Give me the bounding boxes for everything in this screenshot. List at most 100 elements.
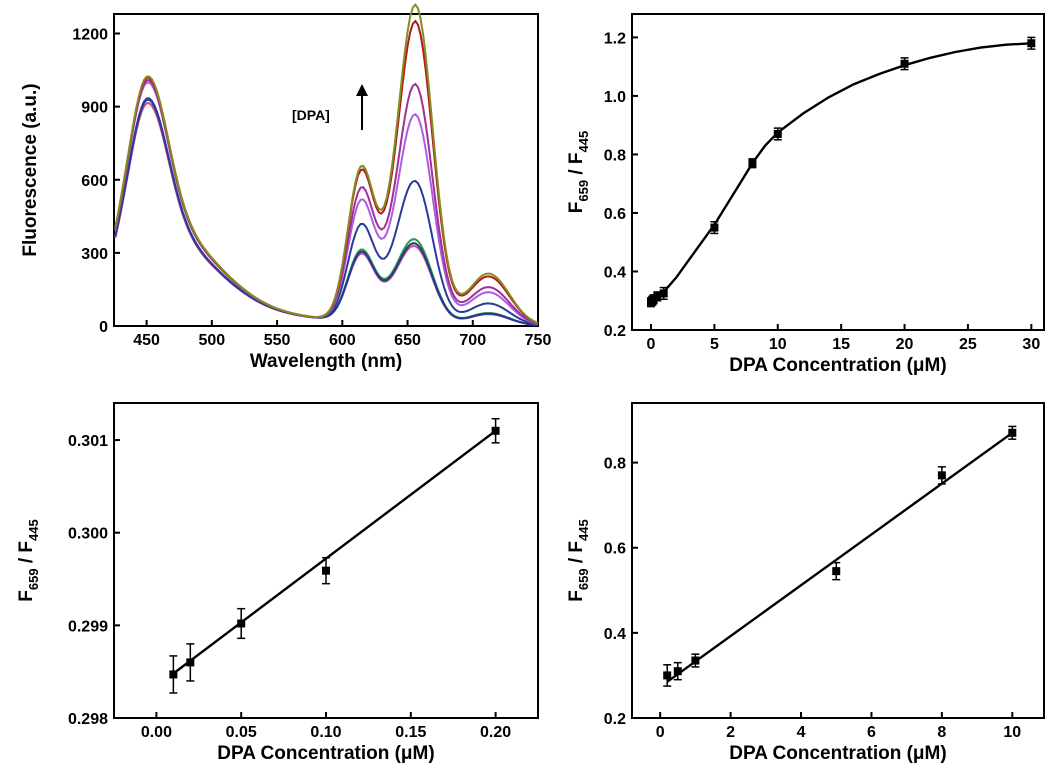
y-tick-label: 900	[81, 100, 108, 117]
spectrum-line	[114, 98, 539, 326]
data-point	[748, 159, 757, 168]
data-point	[1027, 39, 1036, 48]
y-axis-label-part: / F	[16, 541, 37, 568]
data-point	[237, 619, 246, 628]
x-axis-label: DPA Concentration (μM)	[729, 355, 946, 376]
y-tick-label: 1.2	[604, 30, 626, 47]
y-axis-label-subscript: 445	[576, 519, 591, 541]
y-tick-label: 0.298	[68, 711, 108, 728]
data-point	[491, 426, 500, 435]
x-tick-label: 550	[264, 332, 291, 349]
y-tick-label: 0.8	[604, 147, 626, 164]
spectrum-line	[114, 97, 538, 326]
data-point	[186, 658, 195, 667]
y-tick-label: 0	[99, 319, 108, 336]
data-point	[322, 566, 330, 575]
data-point	[663, 671, 672, 680]
y-axis-label-part: / F	[566, 541, 587, 568]
x-tick-label: 0	[647, 336, 656, 353]
y-axis-label-subscript: 445	[576, 131, 591, 153]
x-axis-label: Wavelength (nm)	[250, 351, 402, 372]
data-point	[937, 471, 946, 480]
spectrum-line	[114, 19, 539, 324]
plot-frame	[631, 13, 1045, 331]
x-tick-label: 500	[198, 332, 225, 349]
y-tick-label: 0.6	[604, 206, 626, 223]
y-tick-label: 0.4	[604, 626, 626, 643]
data-point	[1008, 428, 1017, 437]
y-axis-label-part: F	[16, 590, 37, 602]
y-tick-label: 0.301	[68, 433, 108, 450]
x-tick-label: 700	[459, 332, 486, 349]
x-tick-label: 750	[525, 332, 552, 349]
increase-arrow-head	[356, 84, 368, 96]
data-point	[900, 59, 909, 68]
y-tick-label: 600	[81, 173, 108, 190]
fit-line	[172, 429, 497, 675]
y-axis-label-part: F	[566, 202, 587, 214]
x-tick-label: 25	[959, 336, 977, 353]
data-point	[673, 667, 682, 676]
x-axis-label: DPA Concentration (μM)	[217, 743, 434, 764]
y-tick-label: 300	[81, 246, 108, 263]
data-point	[653, 292, 662, 301]
dpa-annotation: [DPA]	[292, 107, 330, 123]
y-tick-label: 1200	[72, 27, 108, 44]
panel-a: 450 500 550 600 650 700 750 0 300 600 900 1200 Wavel…	[20, 2, 552, 372]
data-point	[691, 656, 700, 665]
y-axis-label-part: / F	[566, 152, 587, 179]
x-tick-label: 0.10	[310, 724, 341, 741]
data-point	[710, 223, 719, 232]
data-point	[832, 567, 841, 576]
x-tick-label: 8	[937, 724, 946, 741]
y-axis-label-subscript: 659	[576, 568, 591, 590]
panel-b: 0 5 10 15 20 25 30 0.2 0.4 0.6 0.8 1.0 1.2 DPA Concen…	[566, 13, 1045, 376]
y-axis-label: F659 / F445	[16, 519, 41, 601]
y-axis-label: F659 / F445	[566, 519, 591, 601]
x-axis-label: DPA Concentration (μM)	[729, 743, 946, 764]
y-tick-label: 1.0	[604, 89, 626, 106]
x-tick-label: 30	[1022, 336, 1040, 353]
plot-frame	[113, 13, 539, 327]
y-tick-label: 0.2	[604, 323, 626, 340]
spectrum-line	[114, 102, 538, 326]
y-tick-label: 0.6	[604, 541, 626, 558]
panel-c: 0.00 0.05 0.10 0.15 0.20 0.298 0.299 0.300 0.301…	[16, 402, 539, 764]
y-tick-label: 0.299	[68, 618, 108, 635]
x-tick-label: 450	[133, 332, 160, 349]
panel-d: 0 2 4 6 8 10 0.2 0.4 0.6 0.8 DPA Concentration (μM…	[566, 402, 1045, 764]
y-axis-label: Fluorescence (a.u.)	[20, 83, 41, 256]
data-point	[659, 289, 668, 298]
y-tick-label: 0.8	[604, 456, 626, 473]
y-tick-label: 0.2	[604, 711, 626, 728]
x-tick-label: 0.05	[226, 724, 257, 741]
data-point	[773, 129, 782, 138]
x-tick-label: 10	[1003, 724, 1021, 741]
y-tick-label: 0.4	[604, 264, 626, 281]
x-tick-label: 650	[394, 332, 421, 349]
x-tick-label: 15	[832, 336, 850, 353]
spectrum-line	[114, 98, 538, 326]
x-tick-label: 0.00	[141, 724, 172, 741]
fit-line	[650, 42, 1032, 304]
x-tick-label: 600	[329, 332, 356, 349]
x-tick-label: 0	[656, 724, 665, 741]
y-axis-label-part: F	[566, 590, 587, 602]
y-axis-label-subscript: 659	[26, 568, 41, 590]
x-tick-label: 0.15	[395, 724, 426, 741]
x-tick-label: 2	[726, 724, 735, 741]
y-axis-label-subscript: 445	[26, 519, 41, 541]
y-tick-label: 0.300	[68, 526, 108, 543]
x-tick-label: 6	[867, 724, 876, 741]
plot-frame	[631, 402, 1045, 719]
x-tick-label: 20	[896, 336, 914, 353]
fit-line	[666, 431, 1014, 683]
y-axis-label: F659 / F445	[566, 131, 591, 213]
spectrum-line	[114, 2, 539, 324]
y-axis-label-subscript: 659	[576, 180, 591, 202]
x-tick-label: 10	[769, 336, 787, 353]
x-tick-label: 0.20	[480, 724, 511, 741]
x-tick-label: 4	[797, 724, 806, 741]
data-point	[169, 670, 178, 679]
